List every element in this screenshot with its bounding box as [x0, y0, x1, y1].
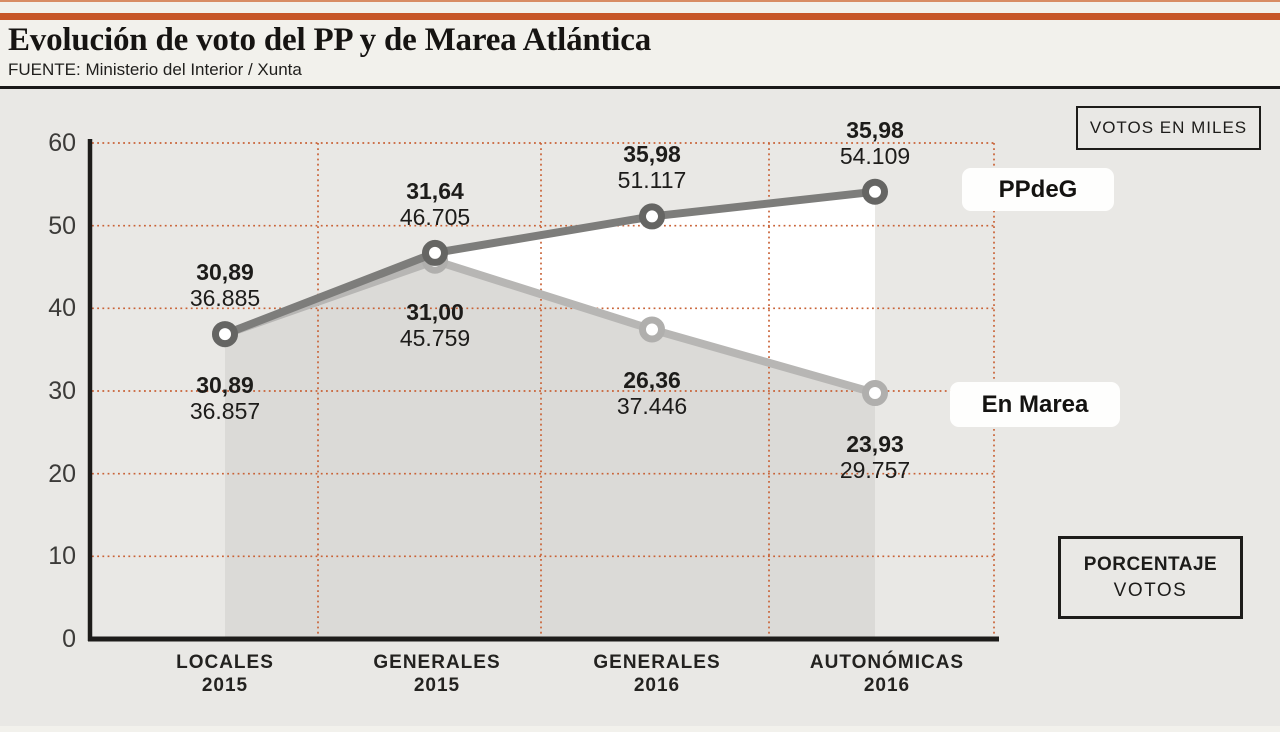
votes-label: VOTOS: [1113, 579, 1188, 601]
page-title: Evolución de voto del PP y de Marea Atlá…: [8, 22, 652, 58]
top-orange-bar: [0, 13, 1280, 20]
votes-in-thousands-note: VOTOS EN MILES: [1076, 106, 1261, 150]
top-hairline: [0, 0, 1280, 2]
percentage-label: PORCENTAJE: [1083, 553, 1218, 575]
header-rule: [0, 86, 1280, 89]
votes-in-thousands-label: VOTOS EN MILES: [1089, 118, 1248, 137]
legend-ppdeg-label: PPdeG: [998, 175, 1078, 203]
percentage-votes-note: PORCENTAJE VOTOS: [1058, 536, 1243, 619]
legend-en-marea: En Marea: [950, 382, 1120, 427]
source-note: FUENTE: Ministerio del Interior / Xunta: [8, 60, 302, 79]
legend-ppdeg: PPdeG: [962, 168, 1114, 211]
legend-en-marea-label: En Marea: [981, 390, 1089, 418]
